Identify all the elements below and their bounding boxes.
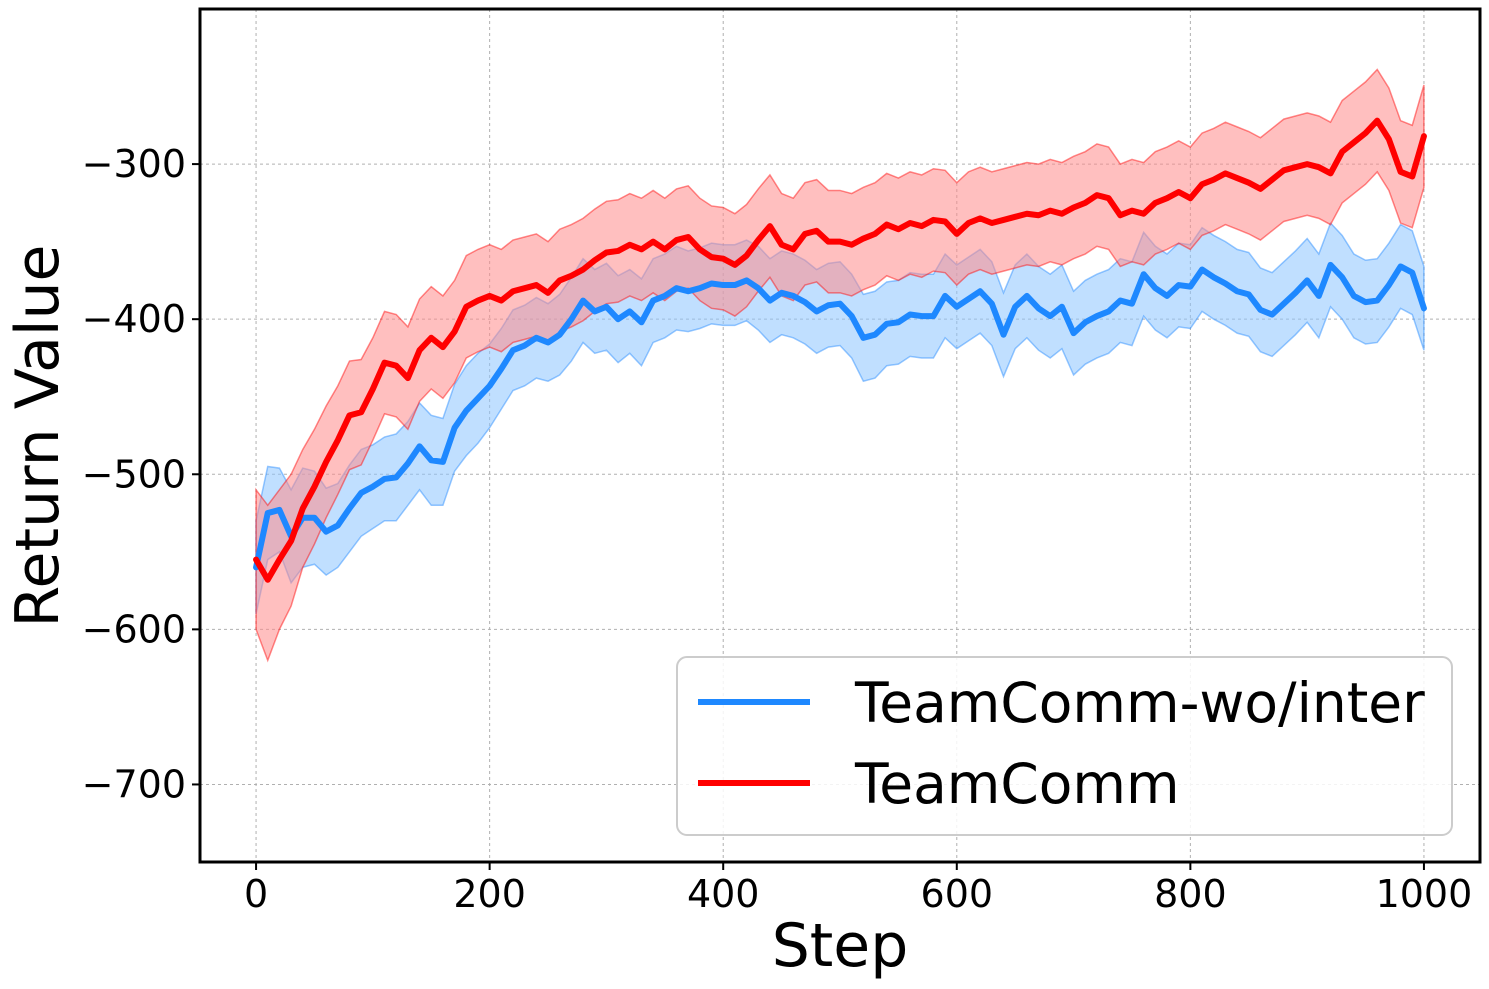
- series-lines: [253, 117, 1427, 583]
- y-axis-ticks: −700 −600 −500 −400 −300: [82, 142, 200, 806]
- y-tick-label: −400: [82, 297, 186, 341]
- x-axis-label: Step: [772, 911, 909, 981]
- legend-label-teamcomm: TeamComm: [854, 752, 1180, 816]
- y-tick-label: −600: [82, 607, 186, 651]
- x-tick-label: 1000: [1376, 872, 1473, 916]
- y-tick-label: −500: [82, 452, 186, 496]
- y-tick-label: −700: [82, 762, 186, 806]
- y-tick-label: −300: [82, 142, 186, 186]
- legend-box: [676, 656, 1453, 836]
- band-teamcomm: [255, 68, 1425, 663]
- x-tick-label: 800: [1154, 872, 1227, 916]
- series-line-teamcomm: [253, 117, 1427, 583]
- x-tick-label: 600: [921, 872, 994, 916]
- series-line-teamcomm-wo-inter: [253, 261, 1427, 571]
- legend-label-teamcomm-wo-inter: TeamComm-wo/inter: [854, 671, 1425, 735]
- x-tick-label: 400: [687, 872, 760, 916]
- x-axis-ticks: 0 200 400 600 800 1000: [244, 862, 1472, 916]
- x-tick-label: 200: [453, 872, 526, 916]
- legend: TeamComm-wo/inter TeamComm: [676, 656, 1453, 836]
- y-axis-label: Return Value: [3, 245, 73, 628]
- confidence-bands: [255, 68, 1425, 663]
- x-tick-label: 0: [244, 872, 268, 916]
- plot-frame: [198, 7, 1482, 864]
